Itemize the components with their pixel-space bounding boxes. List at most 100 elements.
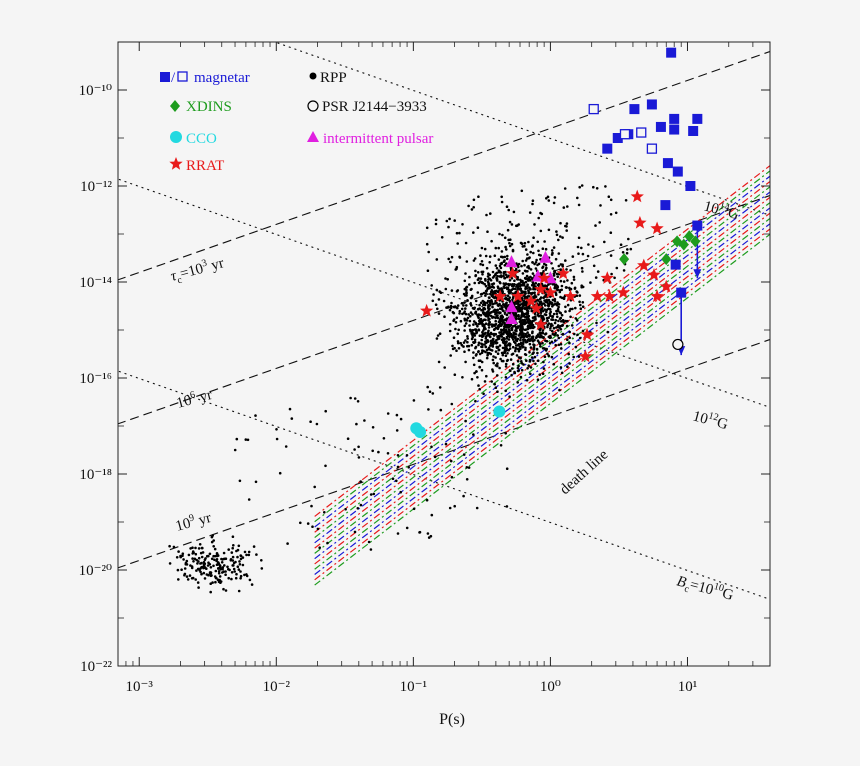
rpp-point <box>545 310 548 314</box>
rpp-point <box>386 412 390 415</box>
rpp-point <box>466 337 470 340</box>
rpp-point <box>571 307 574 311</box>
magnetar-point <box>692 220 703 231</box>
rpp-point <box>536 359 540 363</box>
rpp-point <box>213 547 217 551</box>
rpp-point <box>481 273 484 276</box>
rpp-point <box>462 304 465 307</box>
rpp-point <box>445 219 449 223</box>
rpp-point <box>527 307 531 310</box>
rpp-point <box>564 310 567 313</box>
rpp-point <box>544 293 548 296</box>
rpp-point <box>564 305 567 309</box>
rpp-point <box>357 445 360 449</box>
rpp-point <box>489 344 492 347</box>
rpp-point <box>520 324 523 327</box>
rpp-point <box>577 252 580 255</box>
rpp-point <box>480 281 484 284</box>
rpp-point <box>562 206 566 209</box>
rpp-point <box>513 287 517 291</box>
rpp-point <box>539 296 543 299</box>
rpp-point <box>506 352 509 355</box>
rpp-point <box>492 355 495 358</box>
rpp-point <box>260 567 264 570</box>
rpp-point <box>483 247 487 251</box>
rpp-point <box>520 315 523 319</box>
rpp-point <box>517 349 521 353</box>
rpp-point <box>520 306 523 309</box>
rpp-point <box>501 233 504 237</box>
rpp-point <box>227 567 230 571</box>
rpp-point <box>476 291 480 294</box>
rpp-point <box>480 260 484 263</box>
rrat-point <box>543 285 558 299</box>
rpp-point <box>430 445 433 449</box>
rpp-point <box>609 198 613 202</box>
rpp-point <box>517 282 520 286</box>
rrat-point <box>590 289 604 303</box>
rpp-point <box>615 266 619 270</box>
rpp-point <box>486 275 490 278</box>
rpp-point <box>482 392 485 396</box>
rpp-point <box>226 565 229 569</box>
rpp-point <box>247 553 251 557</box>
rpp-point <box>556 324 560 327</box>
rpp-point <box>544 247 548 251</box>
rpp-point <box>534 282 538 285</box>
rpp-point <box>418 530 422 534</box>
rpp-point <box>464 339 467 342</box>
rpp-point <box>382 437 386 440</box>
reference-lines <box>118 42 770 600</box>
rpp-point <box>520 328 523 332</box>
upper-limit-arrow-head <box>693 269 702 279</box>
rpp-point <box>477 316 480 320</box>
rpp-point <box>237 589 241 593</box>
rpp-point <box>470 377 474 381</box>
rpp-point <box>496 352 500 356</box>
rpp-point <box>218 564 222 568</box>
rpp-point <box>529 366 533 369</box>
rpp-point <box>504 273 508 277</box>
rpp-point <box>491 323 495 327</box>
rpp-point <box>504 362 508 366</box>
rpp-point <box>290 417 294 420</box>
rpp-point <box>566 338 569 342</box>
rpp-point <box>463 279 467 283</box>
rpp-point <box>503 264 507 267</box>
rpp-point <box>489 352 493 356</box>
rpp-point <box>496 390 499 394</box>
rpp-point <box>526 283 529 287</box>
rpp-point <box>440 236 444 239</box>
rpp-point <box>544 263 548 267</box>
rpp-point <box>480 320 484 323</box>
rpp-point <box>213 558 216 562</box>
rpp-point <box>465 466 469 469</box>
rpp-point <box>323 511 326 514</box>
rpp-point <box>310 504 313 508</box>
rpp-point <box>355 422 358 426</box>
rpp-point <box>465 319 469 322</box>
rpp-point <box>537 216 540 220</box>
rpp-point <box>481 343 484 346</box>
rpp-point <box>476 376 479 379</box>
rpp-point <box>500 195 504 199</box>
rpp-point <box>399 417 403 421</box>
rpp-point <box>452 311 456 315</box>
rpp-point <box>191 546 194 549</box>
rpp-point <box>437 298 441 301</box>
rpp-point <box>223 564 226 567</box>
rpp-point <box>467 344 471 348</box>
intermittent-point <box>544 271 557 284</box>
rpp-point <box>500 287 504 290</box>
rpp-point <box>569 315 572 319</box>
rpp-point <box>556 301 559 304</box>
rpp-point <box>460 301 464 305</box>
rpp-point <box>450 301 453 305</box>
rpp-point <box>517 342 521 346</box>
rpp-point <box>538 335 542 339</box>
rpp-point <box>456 304 460 307</box>
rpp-point <box>577 203 581 207</box>
rpp-point <box>523 244 526 248</box>
rpp-point <box>557 329 560 332</box>
